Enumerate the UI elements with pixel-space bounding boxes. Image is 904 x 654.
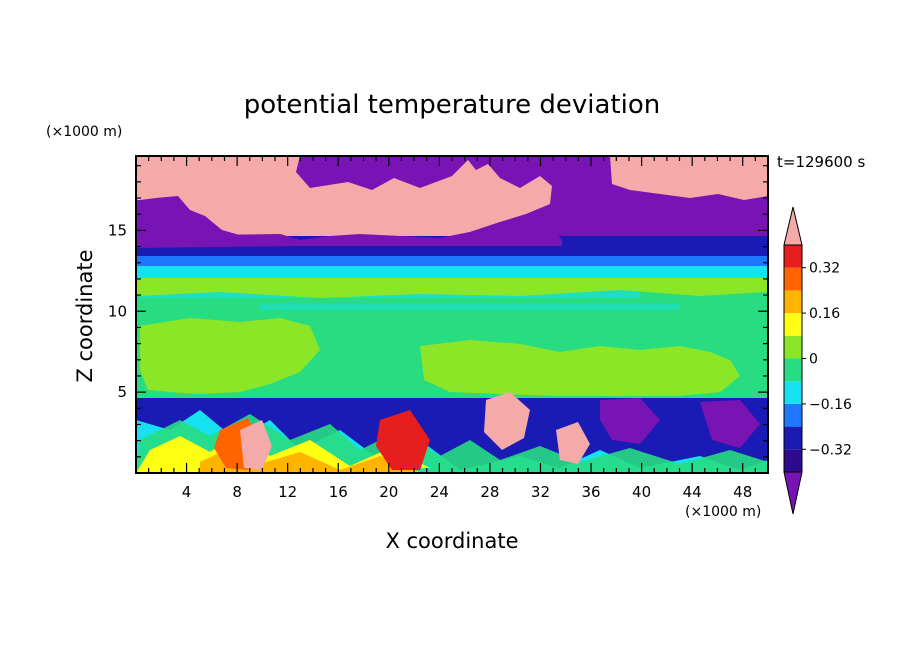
x-tick-label: 16: [329, 483, 348, 501]
colorbar-segment: [784, 403, 802, 427]
field-band-cyan: [136, 266, 768, 278]
y-tick-label: 5: [117, 383, 127, 401]
colorbar: 0.32 0.16 0 −0.16 −0.32: [783, 206, 852, 515]
x-tick-label: 12: [278, 483, 297, 501]
x-tick-label: 36: [581, 483, 600, 501]
field-band-purple-edge: [136, 216, 562, 248]
x-tick-label: 4: [182, 483, 192, 501]
x-tick-label: 28: [480, 483, 499, 501]
x-tick-label: 8: [232, 483, 242, 501]
field-lower-pink-1: [240, 420, 272, 470]
chart-title: potential temperature deviation: [244, 90, 660, 120]
field-lower-purple: [600, 398, 660, 444]
colorbar-under-arrow: [783, 471, 803, 515]
field-blob-pink-2: [610, 156, 768, 200]
colorbar-tick-label: 0.32: [809, 261, 840, 277]
field-lower-purple-2: [700, 400, 760, 448]
x-tick-label: 44: [683, 483, 702, 501]
x-tick-label: 32: [531, 483, 550, 501]
colorbar-segment: [784, 267, 802, 291]
x-axis: 4 8 12 16 20 24 28 32 36 40 44 48: [148, 156, 756, 501]
field-lower-pink-2: [484, 392, 530, 450]
y-tick-label: 15: [108, 221, 127, 239]
colorbar-segment: [784, 335, 802, 359]
y-axis: 5 10 15: [108, 165, 768, 458]
heatmap-field: [136, 156, 768, 473]
colorbar-tick-label: 0: [809, 352, 818, 368]
field-lower-red: [376, 410, 430, 470]
x-tick-label: 48: [733, 483, 752, 501]
field-patch-lightgreen-1: [140, 318, 320, 394]
colorbar-over-arrow: [783, 206, 803, 246]
colorbar-tick-label: 0.16: [809, 306, 840, 322]
time-label: t=129600 s: [777, 153, 865, 171]
x-tick-label: 40: [632, 483, 651, 501]
colorbar-segment: [784, 426, 802, 450]
colorbar-tick-label: −0.32: [809, 442, 852, 458]
x-axis-title: X coordinate: [385, 529, 518, 553]
colorbar-segment: [784, 358, 802, 382]
colorbar-segment: [784, 313, 802, 336]
x-tick-label: 24: [430, 483, 449, 501]
field-patch-lightgreen-2: [420, 340, 740, 396]
colorbar-tick-label: −0.16: [809, 397, 852, 413]
colorbar-segment: [784, 449, 802, 472]
field-patch-lightgreen-3: [136, 278, 768, 298]
field-blob-pink-1: [136, 156, 552, 240]
y-unit-label: (×1000 m): [46, 124, 122, 140]
field-band-blue: [136, 256, 768, 268]
field-streak-cyan-2: [260, 304, 680, 310]
y-tick-label: 10: [108, 302, 127, 320]
x-unit-label: (×1000 m): [685, 504, 761, 520]
colorbar-segment: [784, 290, 802, 314]
colorbar-segment: [784, 245, 802, 268]
y-axis-title: Z coordinate: [73, 249, 97, 382]
colorbar-segment: [784, 381, 802, 404]
x-tick-label: 20: [379, 483, 398, 501]
field-lower-pink-3: [556, 422, 590, 464]
